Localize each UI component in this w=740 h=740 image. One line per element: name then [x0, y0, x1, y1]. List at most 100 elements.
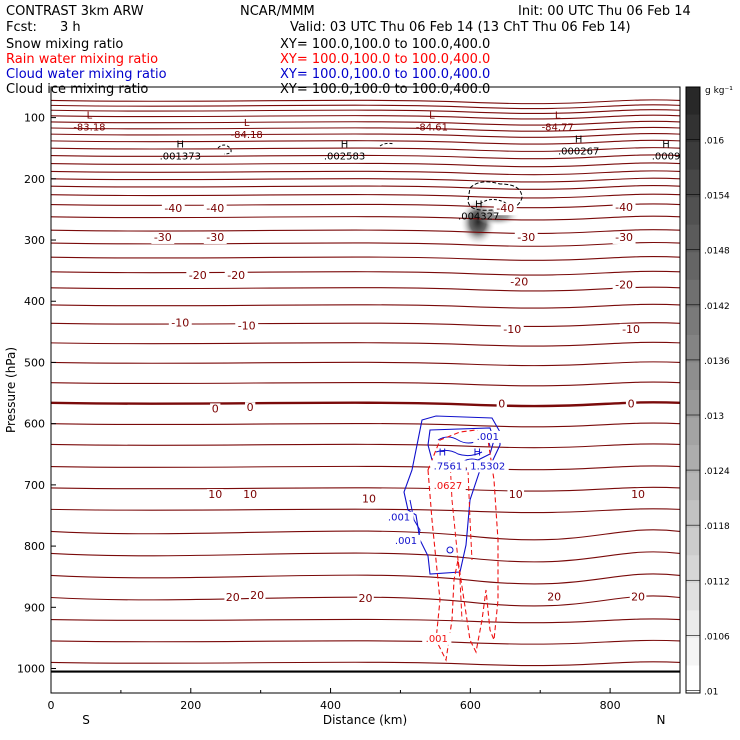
isotherm: [51, 661, 680, 667]
cloud-water-label-bg: [473, 430, 503, 443]
isotherm: [51, 529, 680, 541]
y-tick-label: 400: [24, 295, 45, 308]
temperature-label-bg: [203, 231, 227, 244]
temperature-label: -30: [154, 231, 172, 244]
legend-name: Snow mixing ratio: [6, 37, 123, 52]
temperature-label: -30: [615, 231, 633, 244]
colorbar-label: .0148: [704, 247, 730, 257]
extremum-value: .000267: [558, 146, 599, 157]
temperature-label-bg: [612, 201, 636, 214]
colorbar-swatch: [686, 252, 700, 281]
x-tick-label: 400: [320, 699, 341, 712]
colorbar-unit: g kg⁻¹: [705, 86, 733, 96]
temperature-label: -10: [238, 320, 256, 333]
colorbar: .016 .0154 .0148 .0142 .0136 .013 .0124 .0118 .0…: [685, 86, 730, 697]
colorbar-label: .01: [704, 687, 718, 697]
temperature-label: 0: [212, 402, 219, 415]
extremum-value: -84.18: [231, 130, 263, 141]
colorbar-swatch: [686, 500, 700, 529]
cloud-water-label: 1.5302: [470, 461, 505, 472]
init-time: Init: 00 UTC Thu 06 Feb 14: [518, 4, 691, 19]
north-label: N: [657, 713, 666, 727]
cloud-water-label-bg: [466, 460, 509, 473]
isotherm: [51, 170, 680, 176]
temperature-label: -40: [164, 202, 182, 215]
isotherm: [51, 256, 680, 261]
colorbar-swatch: [686, 417, 700, 446]
low-marker: L: [429, 111, 435, 122]
cloud-water-label: .001: [477, 432, 499, 443]
temperature-label-bg: [545, 591, 563, 604]
isotherm: [51, 573, 680, 585]
rain-contour: [467, 469, 473, 561]
y-tick-label: 600: [24, 418, 45, 431]
isotherm: [51, 147, 680, 152]
legend: Snow mixing ratio XY= 100.0,100.0 to 100.…: [6, 37, 490, 97]
cloud-water-high-marker: H: [439, 447, 447, 458]
isotherm: [51, 114, 680, 120]
colorbar-swatch: [686, 197, 700, 226]
legend-name: Rain water mixing ratio: [6, 52, 158, 67]
temperature-label: -10: [622, 323, 640, 336]
temperature-label: -20: [189, 269, 207, 282]
temperature-label: 20: [359, 592, 373, 605]
isotherm: [51, 595, 680, 607]
temperature-label: -10: [503, 323, 521, 336]
cloud-water-label: .001: [388, 513, 410, 524]
colorbar-swatch: [686, 224, 700, 253]
isotherm: [51, 341, 680, 347]
rain-label: .0627: [434, 481, 463, 492]
temperature-label-bg: [619, 323, 643, 336]
isotherm: [51, 361, 680, 367]
temperature-label-bg: [151, 231, 175, 244]
temperature-label: 10: [509, 488, 523, 501]
legend-name: Cloud ice mixing ratio: [6, 82, 148, 97]
extremum-value: .004327: [458, 211, 499, 222]
temperature-label-bg: [241, 489, 259, 502]
extremum-value: .002583: [324, 151, 365, 162]
low-marker: L: [555, 111, 561, 122]
temperature-label-bg: [210, 403, 221, 416]
temperature-label-bg: [612, 231, 636, 244]
temperature-label-bg: [629, 489, 647, 502]
rain-label-bg: [430, 479, 466, 492]
colorbar-frame: [685, 86, 701, 694]
colorbar-label: .0118: [704, 522, 730, 532]
temperature-label-bg: [612, 279, 636, 292]
isotherm: [51, 126, 680, 132]
ice-contour: [217, 144, 232, 155]
x-tick-label: 600: [460, 699, 481, 712]
south-label: S: [82, 713, 90, 727]
temperature-label: 20: [226, 591, 240, 604]
x-tick-label: 0: [48, 699, 55, 712]
cloud-water-label-bg: [430, 460, 466, 473]
temperature-label: 20: [631, 590, 645, 603]
isotherm: [51, 551, 680, 563]
valid-time: Valid: 03 UTC Thu 06 Feb 14 (13 ChT Thu …: [290, 20, 631, 35]
colorbar-label: .0154: [704, 192, 730, 202]
colorbar-swatch: [686, 279, 700, 308]
high-marker: H: [475, 199, 483, 210]
colorbar-swatch: [686, 390, 700, 419]
y-tick-label: 1000: [17, 663, 45, 676]
colorbar-swatch: [686, 87, 700, 116]
y-tick-label: 100: [24, 112, 45, 125]
temperature-label-bg: [357, 593, 374, 606]
x-tick-label: 800: [600, 699, 621, 712]
x-tick-label: 200: [180, 699, 201, 712]
isotherm: [51, 286, 680, 292]
legend-xy: XY= 100.0,100.0 to 100.0,400.0: [280, 82, 490, 97]
isotherm: [51, 229, 680, 234]
high-marker: H: [341, 139, 349, 150]
cloud-water-label-bg: [384, 511, 414, 524]
y-tick-label: 300: [24, 234, 45, 247]
temperature-label-bg: [224, 591, 242, 604]
contour-labels: -40 -40 -40 -40 -30 -30 -30 -30 -20 -20 -20 -20 -10 -…: [73, 111, 680, 645]
y-tick-label: 700: [24, 479, 45, 492]
temperature-label-bg: [500, 323, 524, 336]
temperature-label-bg: [360, 493, 378, 506]
temperature-label: 10: [362, 492, 376, 505]
isotherm: [51, 120, 680, 126]
extremum-value: -84.77: [542, 123, 574, 134]
colorbar-swatch: [686, 610, 700, 639]
